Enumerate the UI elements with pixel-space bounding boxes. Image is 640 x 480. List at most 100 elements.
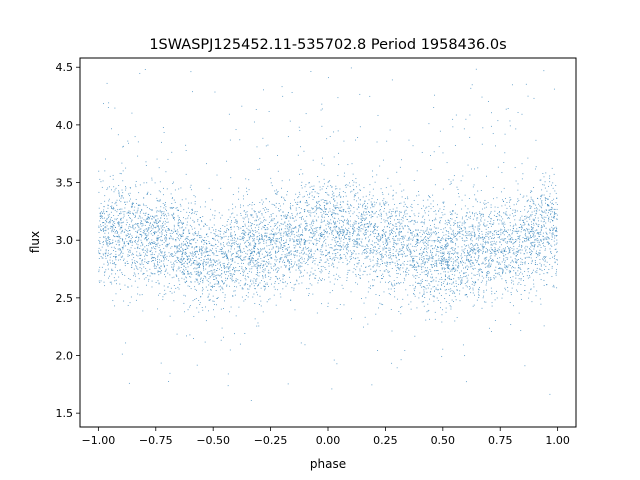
data-point [399, 267, 401, 269]
data-point [414, 264, 416, 265]
data-point [211, 286, 213, 288]
data-point [205, 246, 207, 248]
data-point [186, 236, 188, 238]
data-point [299, 193, 301, 195]
data-point [154, 215, 156, 217]
data-point [210, 259, 211, 261]
data-point [331, 230, 333, 232]
data-point [490, 211, 492, 213]
data-point [157, 237, 159, 239]
data-point [544, 269, 545, 271]
data-point [330, 247, 332, 249]
data-point [367, 291, 369, 293]
data-point [201, 221, 203, 223]
data-point [105, 269, 107, 271]
data-point [190, 243, 192, 245]
data-point [285, 266, 287, 268]
data-point [472, 245, 474, 247]
data-point [480, 269, 482, 270]
data-point [274, 234, 275, 236]
data-point [415, 266, 417, 268]
data-point [284, 275, 285, 277]
data-point [304, 344, 306, 346]
data-point [442, 255, 444, 256]
data-point [207, 236, 209, 238]
data-point [300, 185, 302, 186]
data-point [188, 272, 189, 274]
data-point [456, 270, 458, 272]
data-point [176, 246, 178, 248]
data-point [164, 258, 166, 260]
data-point [201, 273, 203, 275]
data-point [266, 282, 268, 284]
data-point [553, 240, 555, 242]
data-point [484, 207, 486, 209]
data-point [243, 232, 245, 234]
data-point [466, 296, 468, 298]
data-point [465, 272, 467, 273]
data-point [369, 191, 371, 193]
data-point [128, 210, 130, 212]
data-point [314, 215, 316, 217]
data-point [382, 236, 384, 238]
data-point [454, 145, 456, 146]
data-point [152, 273, 153, 275]
data-point [336, 237, 338, 239]
data-point [469, 211, 471, 213]
data-point [324, 255, 326, 257]
data-point [166, 226, 168, 227]
data-point [342, 220, 344, 222]
data-point [544, 237, 546, 239]
data-point [387, 217, 389, 219]
data-point [262, 265, 264, 267]
data-point [420, 229, 422, 231]
data-point [446, 231, 448, 232]
data-point [520, 211, 522, 212]
data-point [409, 216, 411, 218]
data-point [289, 240, 291, 242]
data-point [113, 277, 115, 279]
data-point [181, 259, 183, 261]
data-point [310, 240, 312, 242]
data-point [182, 268, 184, 270]
data-point [113, 208, 115, 210]
data-point [276, 232, 278, 234]
data-point [513, 204, 515, 206]
data-point [503, 258, 505, 260]
data-point [167, 286, 169, 288]
data-point [517, 270, 519, 272]
data-point [119, 208, 121, 210]
data-point [554, 190, 556, 192]
data-point [176, 251, 178, 252]
data-point [528, 216, 530, 218]
data-point [456, 289, 458, 291]
data-point [124, 228, 126, 230]
data-point [267, 211, 269, 213]
data-point [207, 254, 209, 256]
data-point [217, 246, 219, 247]
data-point [470, 232, 472, 234]
data-point [170, 207, 172, 209]
data-point [126, 241, 128, 243]
data-point [548, 185, 550, 187]
data-point [358, 212, 360, 214]
data-point [367, 323, 369, 325]
data-point [371, 240, 373, 242]
data-point [245, 266, 246, 268]
data-point [488, 264, 490, 266]
data-point [476, 274, 478, 275]
data-point [362, 233, 364, 235]
data-point [179, 239, 180, 241]
data-point [549, 201, 551, 203]
data-point [250, 214, 252, 216]
data-point [121, 353, 123, 355]
data-point [398, 251, 400, 253]
data-point [223, 283, 225, 285]
data-point [111, 202, 113, 204]
data-point [345, 211, 347, 213]
data-point [253, 285, 255, 287]
data-point [297, 197, 299, 199]
data-point [186, 224, 188, 226]
data-point [389, 215, 391, 217]
data-point [116, 236, 118, 237]
